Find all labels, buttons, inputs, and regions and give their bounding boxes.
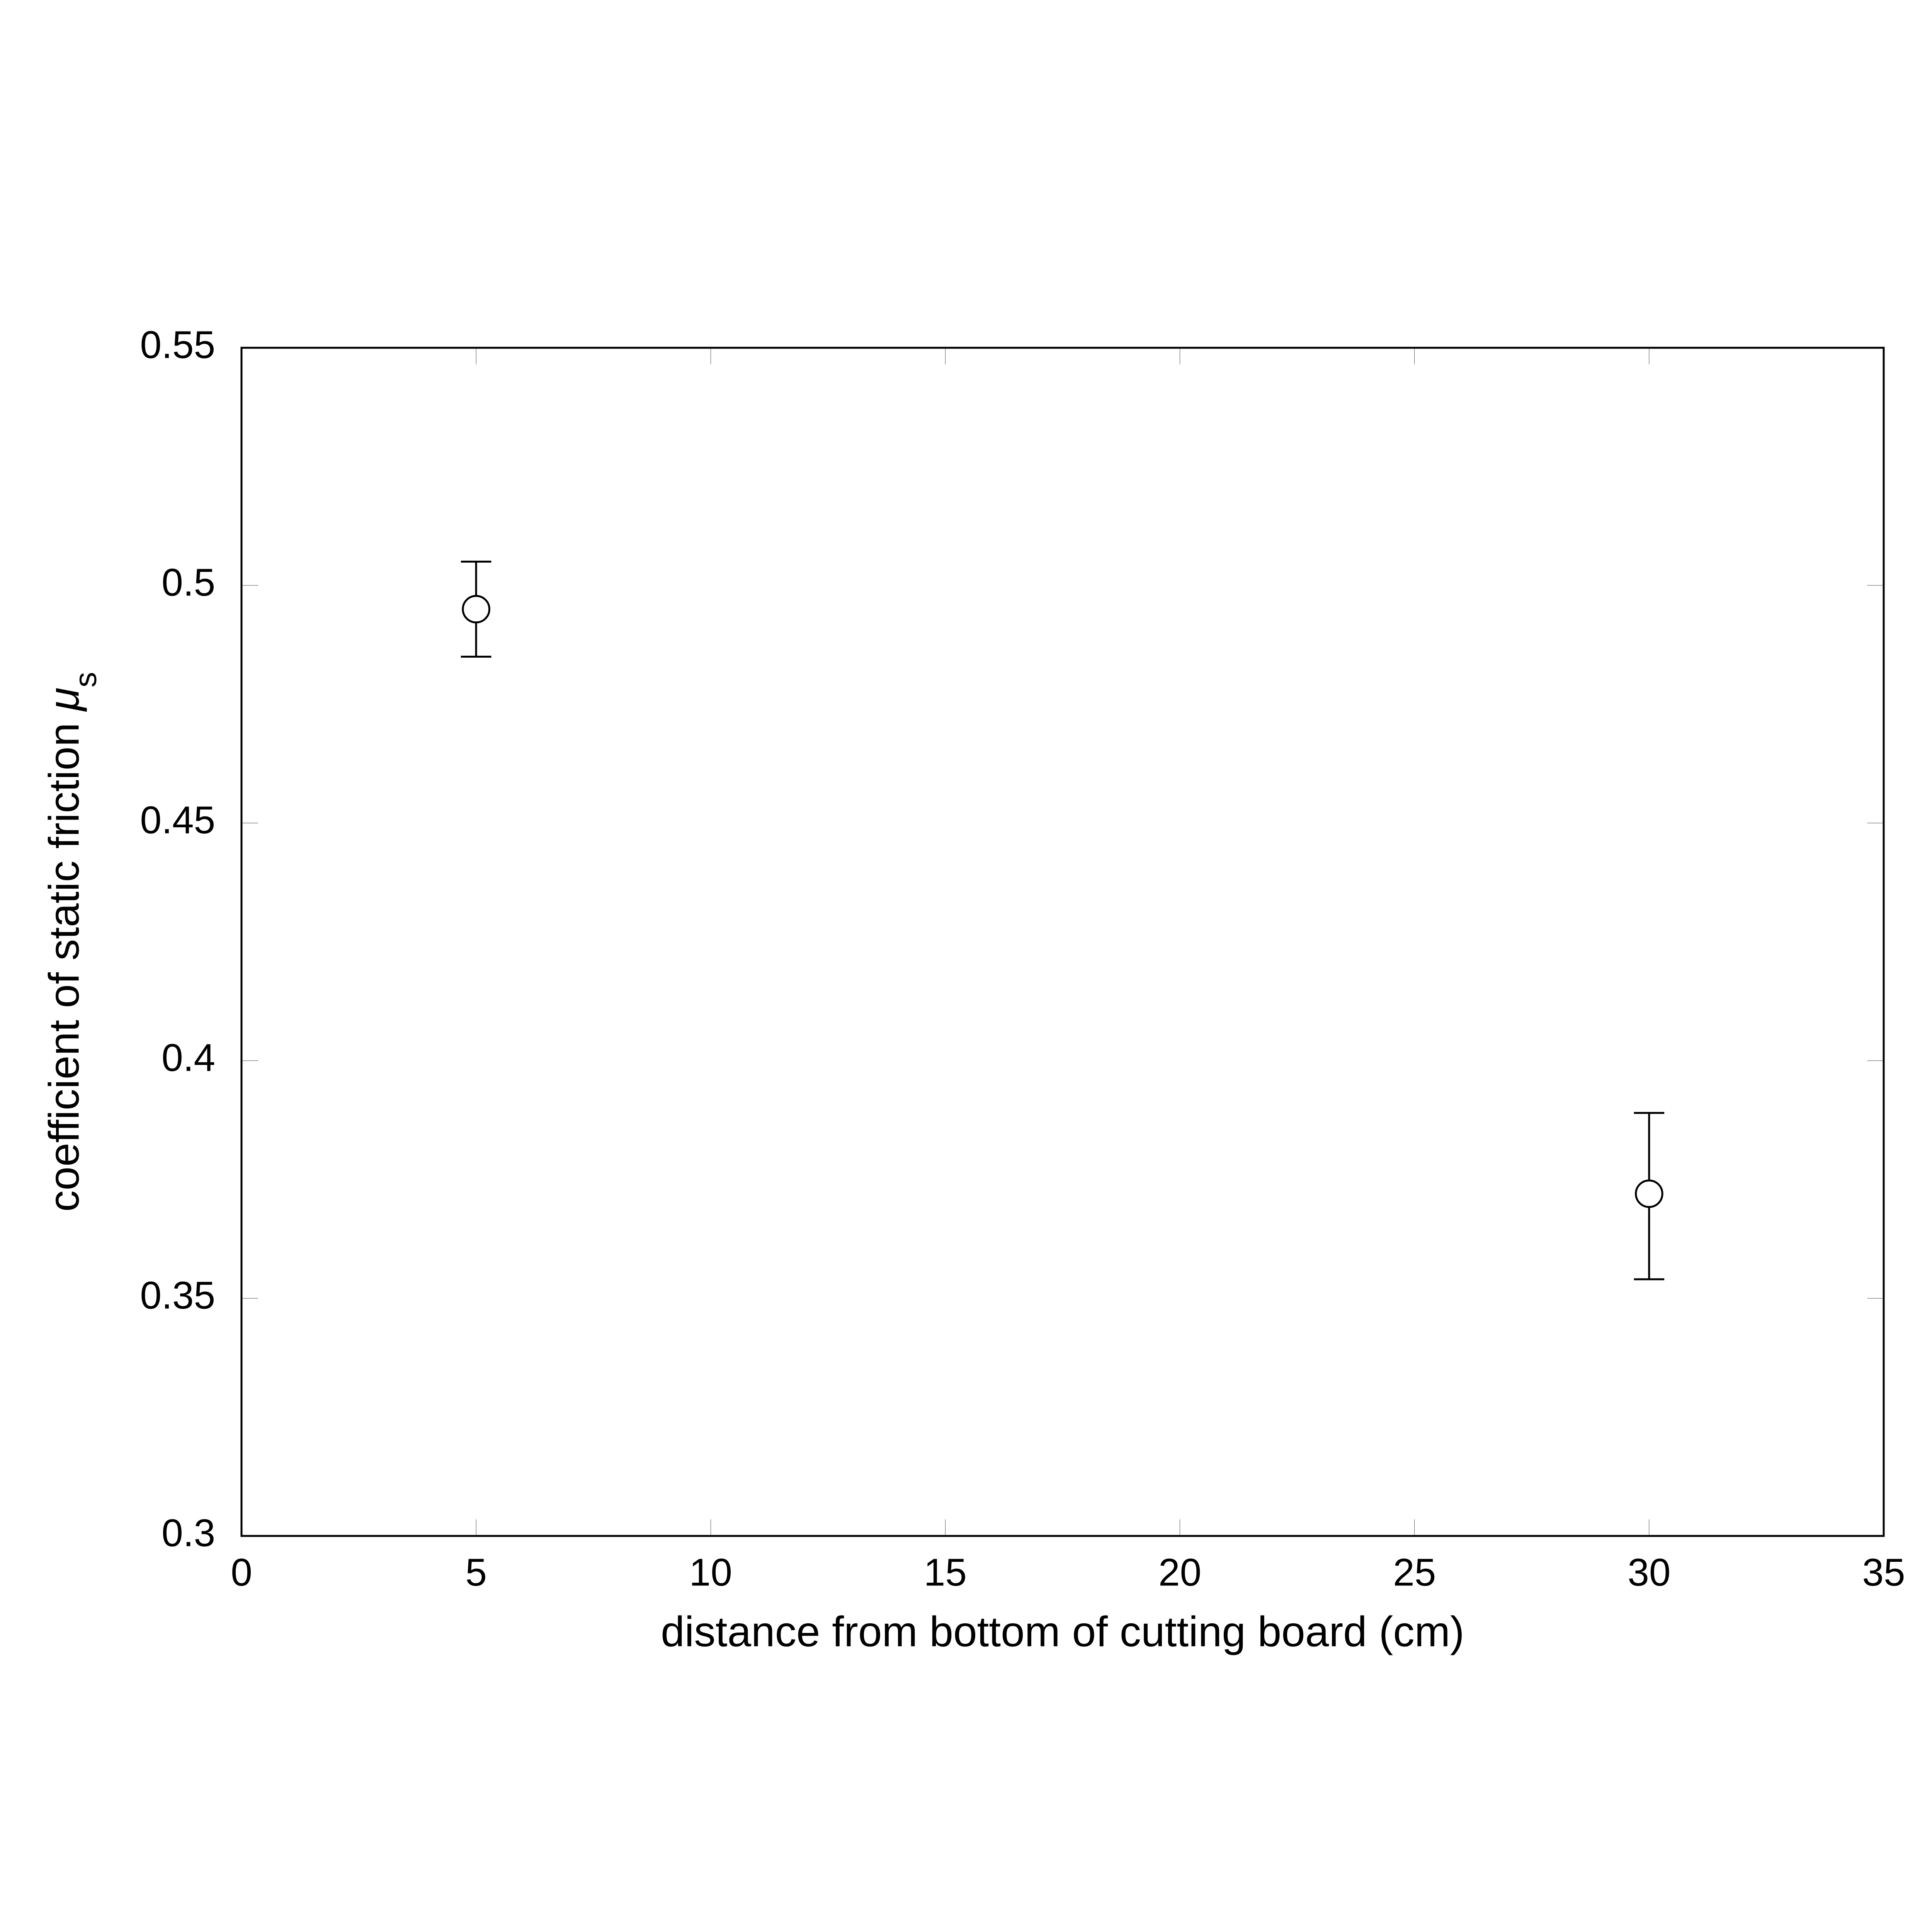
x-tick-label: 20: [1158, 1551, 1201, 1594]
y-tick-label: 0.3: [162, 1511, 215, 1554]
chart-background: [0, 242, 1932, 1690]
y-tick-label: 0.5: [162, 561, 215, 604]
x-tick-label: 0: [231, 1551, 252, 1594]
x-tick-label: 15: [924, 1551, 967, 1594]
x-tick-label: 35: [1862, 1551, 1905, 1594]
y-tick-label: 0.35: [140, 1274, 216, 1317]
y-tick-label: 0.4: [162, 1036, 215, 1079]
x-tick-label: 30: [1628, 1551, 1670, 1594]
x-tick-label: 25: [1393, 1551, 1436, 1594]
y-tick-label: 0.45: [140, 798, 216, 842]
x-axis-label: distance from bottom of cutting board (c…: [661, 1608, 1464, 1656]
y-tick-label: 0.55: [140, 323, 216, 366]
chart-container: 0 5 10 15 20 25 30 35 0.3 0.35 0.4 0.45 0.5 0.55 dista…: [0, 0, 1932, 1932]
x-tick-label: 5: [465, 1551, 487, 1594]
scatter-errorbar-chart: 0 5 10 15 20 25 30 35 0.3 0.35 0.4 0.45 0.5 0.55 dista…: [0, 0, 1932, 1932]
x-tick-label: 10: [689, 1551, 732, 1594]
